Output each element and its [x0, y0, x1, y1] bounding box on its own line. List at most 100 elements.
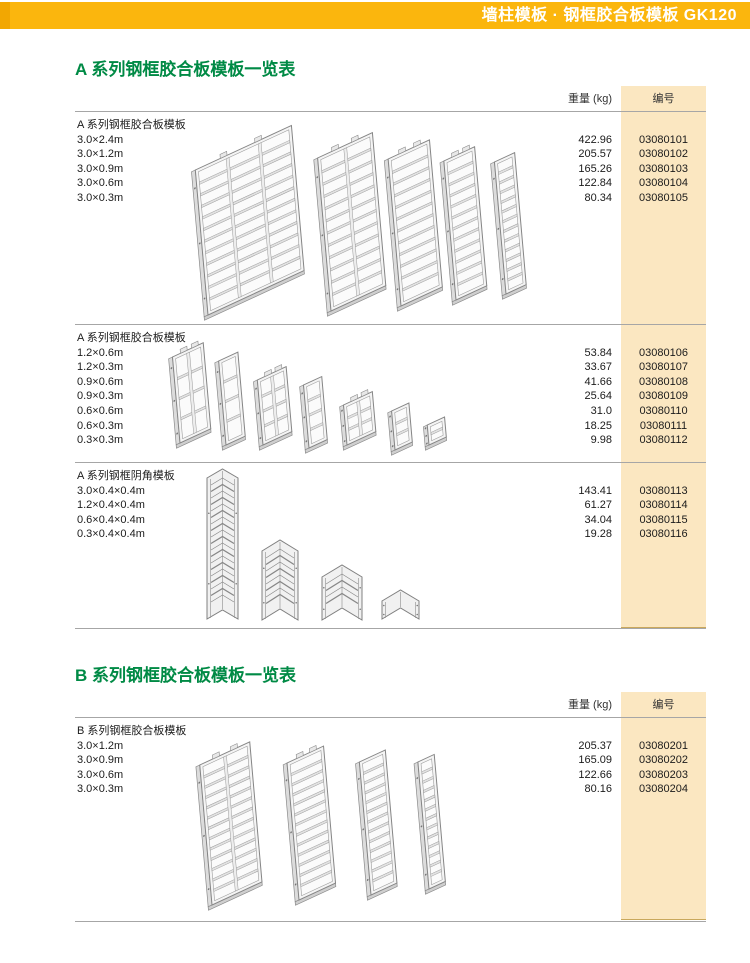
weight-cell: 25.64 [584, 390, 612, 403]
weight-cell: 205.37 [578, 739, 612, 752]
code-cell: 03080114 [639, 499, 688, 512]
cell-gap [612, 162, 621, 177]
code-cell: 03080112 [639, 434, 688, 447]
cell-gap [612, 513, 621, 528]
weight-cell: 80.34 [584, 191, 612, 204]
code-cell: 03080201 [639, 739, 688, 752]
code-cell: 03080202 [639, 754, 688, 767]
banner-title: 墙柱模板 · 钢框胶合板模板 GK120 [481, 7, 737, 24]
weight-cell: 205.57 [578, 148, 612, 161]
code-cell: 03080102 [639, 148, 688, 161]
size-cell: 3.0×0.3m [77, 191, 124, 204]
table-row: 3.0×2.4m 422.96 03080101 [75, 133, 706, 148]
weight-cell: 165.09 [578, 754, 612, 767]
code-cell: 03080107 [639, 361, 688, 374]
table-row: 3.0×0.6m 122.66 03080203 [75, 768, 706, 783]
weight-cell: 122.66 [578, 768, 612, 781]
weight-cell: 53.84 [584, 346, 612, 359]
weight-cell: 41.66 [584, 375, 612, 388]
weight-cell: 61.27 [584, 499, 612, 512]
size-cell: 3.0×0.6m [77, 768, 124, 781]
weight-cell: 9.98 [590, 434, 612, 447]
banner-accent-block [0, 2, 10, 29]
size-cell: 3.0×2.4m [77, 133, 124, 146]
cell-gap [612, 147, 621, 162]
size-cell: 0.3×0.3m [77, 434, 124, 447]
code-column-header: 编号 [652, 699, 675, 711]
weight-cell: 143.41 [578, 484, 612, 497]
cell-gap [612, 176, 621, 191]
table-row: 3.0×0.9m 165.09 03080202 [75, 753, 706, 768]
table-row: 3.0×0.6m 122.84 03080104 [75, 176, 706, 191]
size-cell: 3.0×0.3m [77, 783, 124, 796]
table-row: 1.2×0.3m 33.67 03080107 [75, 360, 706, 375]
table-row: 0.3×0.3m 9.98 03080112 [75, 433, 706, 448]
code-cell: 03080113 [639, 484, 688, 497]
code-column-background [621, 692, 706, 920]
section-header-label: A 系列钢框胶合板模板 [77, 332, 186, 344]
cell-gap [612, 768, 621, 783]
cell-gap [612, 782, 621, 797]
weight-cell: 122.84 [578, 177, 612, 190]
table-section: A 系列钢框胶合板模板 1.2×0.6m 53.84 03080106 1.2×0.3m… [75, 324, 706, 462]
cell-gap [612, 360, 621, 375]
cell-gap [612, 375, 621, 390]
size-cell: 0.6×0.3m [77, 419, 124, 432]
cell-gap [612, 433, 621, 448]
cell-gap [612, 346, 621, 361]
cell-gap [612, 527, 621, 542]
table-series-a: A 系列钢框胶合板模板一览表 重量 (kg) 编号 A 系列钢框胶合板模板 3.0… [75, 58, 706, 629]
table-row: 3.0×1.2m 205.57 03080102 [75, 147, 706, 162]
table-series-b: B 系列钢框胶合板模板一览表 重量 (kg) 编号 B 系列钢框胶合板模板 3.0… [75, 664, 706, 922]
weight-cell: 34.04 [584, 513, 612, 526]
code-cell: 03080116 [639, 528, 688, 541]
cell-gap [612, 498, 621, 513]
table-row: 1.2×0.4×0.4m 61.27 03080114 [75, 498, 706, 513]
cell-gap [612, 389, 621, 404]
cell-gap [612, 419, 621, 434]
section-header-row: A 系列钢框胶合板模板 [75, 118, 706, 133]
size-cell: 1.2×0.3m [77, 361, 124, 374]
weight-cell: 18.25 [584, 419, 612, 432]
cell-gap [612, 484, 621, 499]
weight-cell: 31.0 [590, 404, 612, 417]
size-cell: 0.9×0.6m [77, 375, 124, 388]
size-cell: 3.0×1.2m [77, 739, 124, 752]
section-header-label: B 系列钢框胶合板模板 [77, 725, 187, 737]
code-cell: 03080108 [639, 375, 688, 388]
code-cell: 03080115 [639, 513, 688, 526]
table-row: 0.6×0.4×0.4m 34.04 03080115 [75, 513, 706, 528]
table-b-body: B 系列钢框胶合板模板 3.0×1.2m 205.37 03080201 3.0×0.9… [75, 718, 706, 922]
size-cell: 0.3×0.4×0.4m [77, 528, 145, 541]
table-row: 0.9×0.6m 41.66 03080108 [75, 375, 706, 390]
table-b-title: B 系列钢框胶合板模板一览表 [75, 666, 296, 685]
size-cell: 3.0×0.4×0.4m [77, 484, 145, 497]
code-cell: 03080110 [639, 404, 688, 417]
table-section: A 系列钢框胶合板模板 3.0×2.4m 422.96 03080101 3.0×1.2… [75, 112, 706, 324]
table-section: A 系列钢框阴角模板 3.0×0.4×0.4m 143.41 03080113 1.2×… [75, 462, 706, 628]
size-cell: 3.0×1.2m [77, 148, 124, 161]
cell-gap [612, 191, 621, 206]
code-cell: 03080204 [639, 783, 688, 796]
section-header-row: B 系列钢框胶合板模板 [75, 724, 706, 739]
table-b-column-headers: 重量 (kg) 编号 [75, 692, 706, 718]
table-row: 1.2×0.6m 53.84 03080106 [75, 346, 706, 361]
weight-column-header: 重量 (kg) [568, 93, 612, 105]
code-cell: 03080109 [639, 390, 688, 403]
size-cell: 3.0×0.9m [77, 754, 124, 767]
cell-gap [612, 404, 621, 419]
table-row: 0.6×0.6m 31.0 03080110 [75, 404, 706, 419]
table-row: 0.6×0.3m 18.25 03080111 [75, 419, 706, 434]
code-cell: 03080104 [639, 177, 688, 190]
code-cell: 03080111 [639, 419, 688, 432]
code-cell: 03080103 [639, 162, 688, 175]
table-row: 0.9×0.3m 25.64 03080109 [75, 389, 706, 404]
code-cell: 03080105 [639, 191, 688, 204]
table-row: 3.0×0.4×0.4m 143.41 03080113 [75, 484, 706, 499]
size-cell: 0.6×0.4×0.4m [77, 513, 145, 526]
table-a-title: A 系列钢框胶合板模板一览表 [75, 60, 296, 79]
code-column-background [621, 86, 706, 628]
section-header-label: A 系列钢框胶合板模板 [77, 119, 186, 131]
weight-cell: 422.96 [578, 133, 612, 146]
